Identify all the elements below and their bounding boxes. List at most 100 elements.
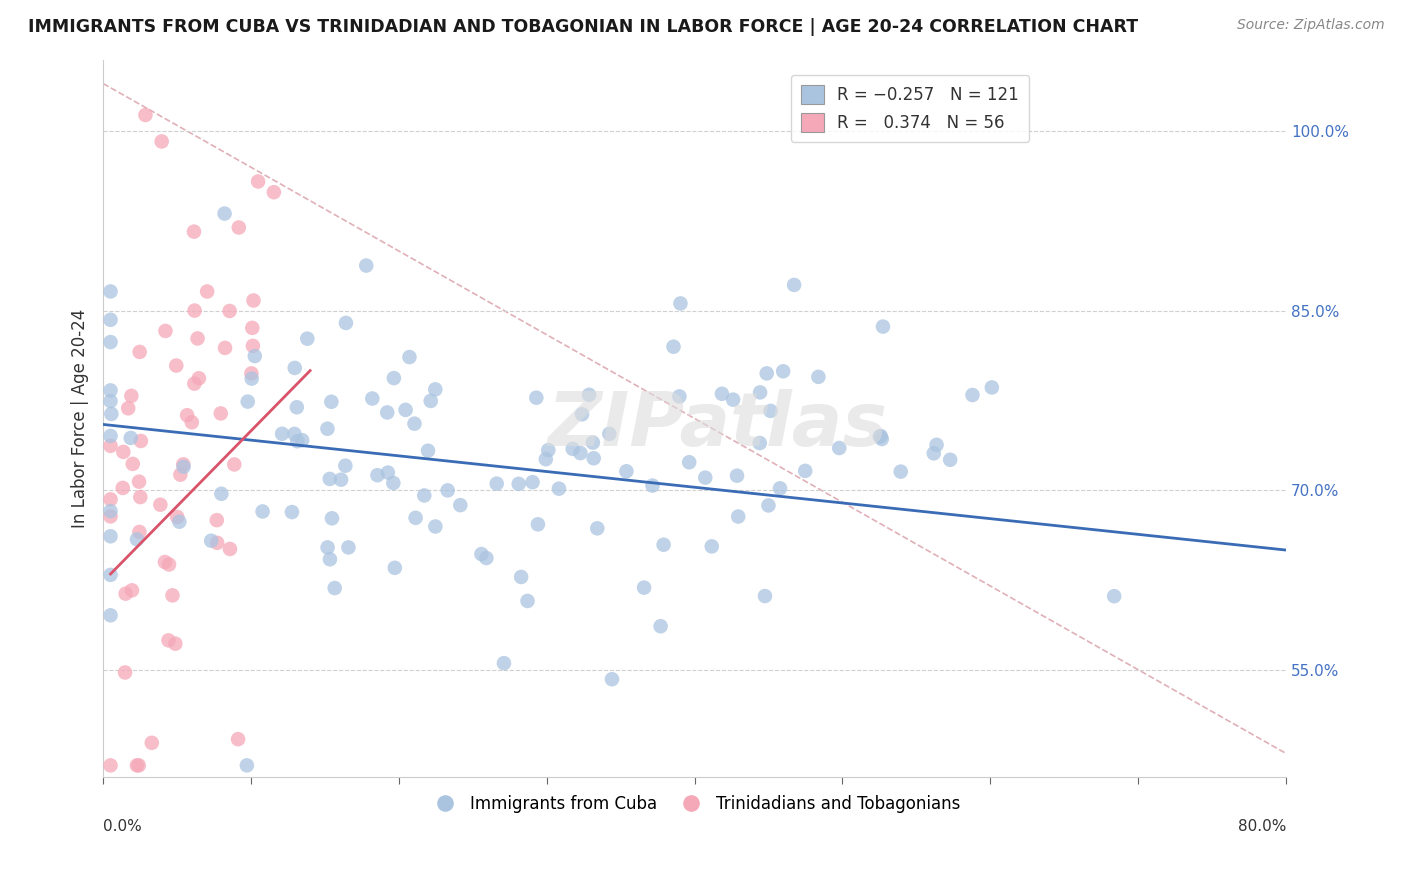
Point: [616, 464, 638, 478]
Point: [700, 540, 723, 554]
Point: [394, 403, 416, 417]
Point: [416, 443, 439, 458]
Point: [218, 304, 240, 318]
Point: [335, 458, 357, 473]
Point: [377, 466, 399, 480]
Point: [228, 220, 250, 235]
Point: [695, 470, 717, 484]
Text: IMMIGRANTS FROM CUBA VS TRINIDADIAN AND TOBAGONIAN IN LABOR FORCE | AGE 20-24 CO: IMMIGRANTS FROM CUBA VS TRINIDADIAN AND …: [28, 18, 1139, 36]
Point: [354, 259, 377, 273]
Point: [561, 442, 583, 456]
Text: Source: ZipAtlas.com: Source: ZipAtlas.com: [1237, 18, 1385, 32]
Point: [470, 547, 492, 561]
Point: [117, 401, 139, 416]
Point: [149, 498, 172, 512]
Point: [413, 488, 436, 502]
Point: [727, 509, 749, 524]
Point: [869, 429, 891, 443]
Point: [128, 758, 150, 772]
Point: [537, 443, 560, 458]
Point: [128, 524, 150, 539]
Point: [578, 388, 600, 402]
Text: 80.0%: 80.0%: [1237, 819, 1286, 834]
Point: [100, 407, 122, 421]
Legend: Immigrants from Cuba, Trinidadians and Tobagonians: Immigrants from Cuba, Trinidadians and T…: [422, 788, 967, 819]
Point: [209, 487, 232, 501]
Point: [769, 481, 792, 495]
Point: [247, 174, 270, 188]
Point: [652, 538, 675, 552]
Point: [330, 473, 353, 487]
Point: [872, 319, 894, 334]
Point: [319, 472, 342, 486]
Point: [162, 588, 184, 602]
Point: [141, 736, 163, 750]
Point: [650, 619, 672, 633]
Point: [582, 435, 605, 450]
Point: [112, 445, 135, 459]
Point: [180, 415, 202, 429]
Point: [134, 108, 156, 122]
Point: [510, 570, 533, 584]
Point: [271, 426, 294, 441]
Point: [600, 672, 623, 686]
Point: [100, 758, 122, 772]
Point: [100, 384, 122, 398]
Point: [100, 509, 122, 524]
Point: [172, 458, 194, 472]
Point: [100, 439, 122, 453]
Point: [754, 589, 776, 603]
Point: [169, 467, 191, 482]
Point: [291, 433, 314, 447]
Point: [748, 436, 770, 450]
Point: [281, 505, 304, 519]
Point: [375, 405, 398, 419]
Point: [669, 296, 692, 310]
Point: [405, 511, 427, 525]
Point: [183, 303, 205, 318]
Point: [337, 541, 360, 555]
Point: [633, 581, 655, 595]
Point: [783, 277, 806, 292]
Point: [807, 369, 830, 384]
Point: [176, 409, 198, 423]
Point: [128, 345, 150, 359]
Point: [173, 459, 195, 474]
Point: [155, 324, 177, 338]
Point: [828, 441, 851, 455]
Point: [214, 206, 236, 220]
Point: [240, 367, 263, 381]
Point: [100, 334, 122, 349]
Point: [153, 555, 176, 569]
Point: [522, 475, 544, 490]
Point: [224, 458, 246, 472]
Point: [120, 431, 142, 445]
Point: [321, 511, 343, 525]
Point: [125, 758, 148, 772]
Point: [316, 422, 339, 436]
Point: [100, 429, 122, 443]
Point: [586, 521, 609, 535]
Point: [534, 452, 557, 467]
Point: [121, 457, 143, 471]
Point: [243, 349, 266, 363]
Point: [382, 475, 405, 490]
Point: [252, 504, 274, 518]
Point: [922, 446, 945, 460]
Point: [475, 551, 498, 566]
Point: [169, 515, 191, 529]
Point: [100, 567, 122, 582]
Point: [939, 452, 962, 467]
Point: [527, 517, 550, 532]
Point: [200, 533, 222, 548]
Point: [524, 391, 547, 405]
Point: [114, 665, 136, 680]
Point: [398, 350, 420, 364]
Point: [157, 633, 180, 648]
Point: [316, 541, 339, 555]
Point: [100, 313, 122, 327]
Point: [384, 561, 406, 575]
Point: [100, 394, 122, 409]
Point: [508, 476, 530, 491]
Point: [516, 594, 538, 608]
